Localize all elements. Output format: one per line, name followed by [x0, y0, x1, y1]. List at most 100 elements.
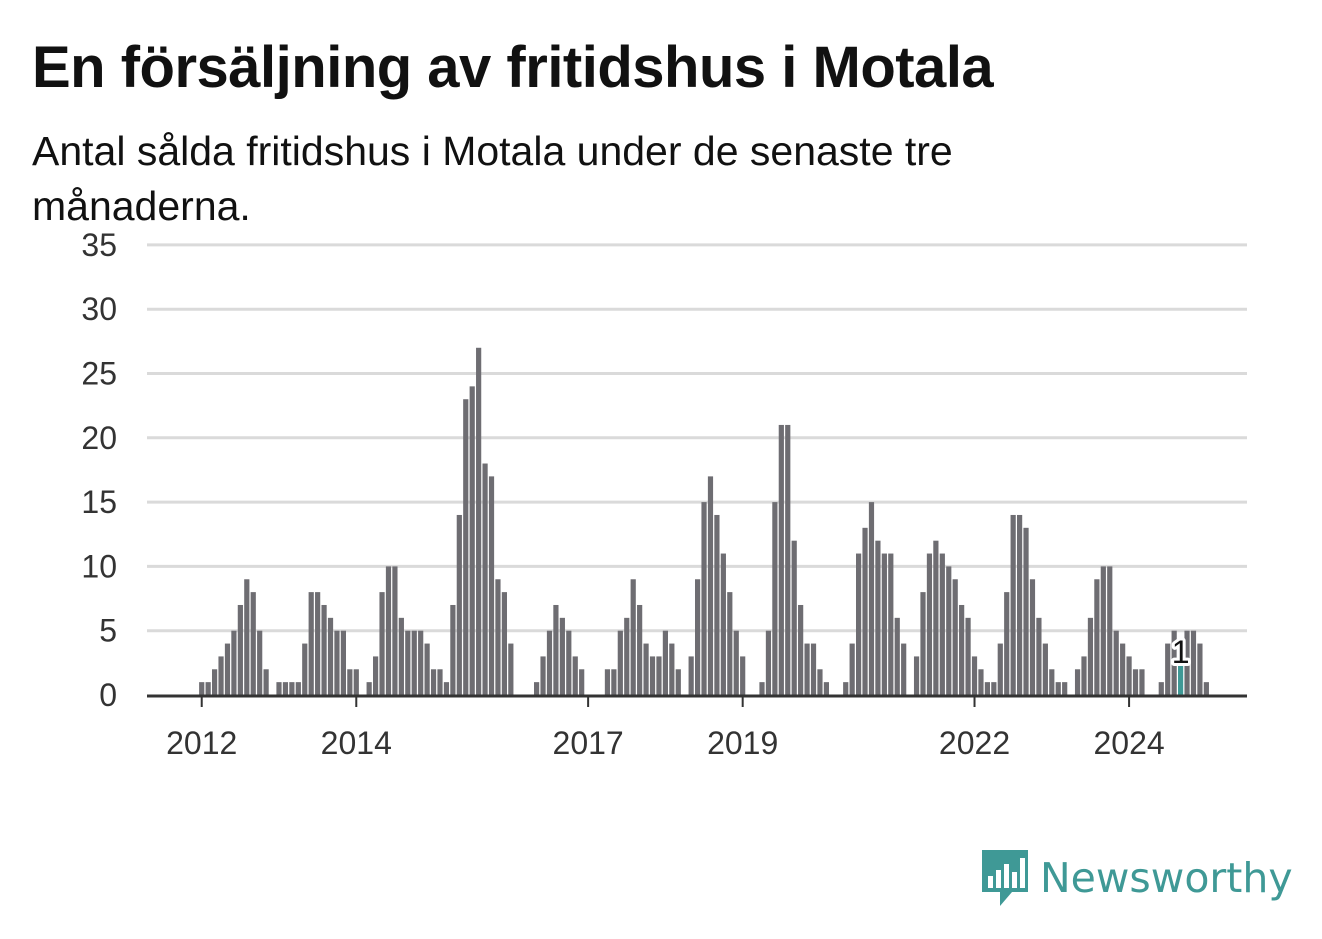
bar [778, 424, 784, 695]
bar [765, 630, 772, 695]
bar [282, 682, 289, 695]
bar [1190, 630, 1197, 695]
bar [875, 540, 881, 695]
bar [946, 566, 952, 695]
bar [868, 502, 875, 695]
bar [611, 669, 617, 695]
bar [540, 656, 546, 695]
bar [785, 424, 791, 695]
bar [456, 514, 462, 695]
bar [546, 630, 553, 695]
bar [1029, 579, 1036, 695]
bar [669, 643, 675, 695]
bar [482, 463, 488, 695]
newsworthy-brand: Newsworthy [980, 848, 1293, 908]
bar [559, 617, 565, 695]
bar [218, 656, 224, 695]
bar [1017, 514, 1023, 695]
bar [315, 592, 321, 695]
y-tick-label: 15 [81, 484, 117, 520]
bar [244, 579, 250, 695]
bar [791, 540, 797, 695]
bar [1165, 643, 1171, 695]
bar [353, 669, 359, 695]
bar [1094, 579, 1100, 695]
bar [424, 643, 430, 695]
bar [1055, 682, 1061, 695]
bar [662, 630, 668, 695]
bar [637, 604, 643, 695]
gridlines [147, 243, 1247, 633]
bar [212, 669, 218, 695]
bar [534, 682, 540, 695]
y-tick-label: 20 [81, 420, 117, 456]
x-tick-label: 2012 [166, 725, 237, 761]
bar [553, 604, 559, 695]
bar [501, 592, 507, 695]
x-tick-label: 2024 [1093, 725, 1164, 761]
bar [1081, 656, 1087, 695]
bar [624, 617, 630, 695]
bar [933, 540, 939, 695]
bar [572, 656, 578, 695]
bar [1004, 592, 1010, 695]
bar [913, 656, 920, 695]
bar [1126, 656, 1132, 695]
bar [733, 630, 739, 695]
bar [1042, 643, 1048, 695]
chart-title: En försäljning av fritidshus i Motala [32, 35, 994, 100]
bar [1087, 617, 1094, 695]
bar [398, 617, 404, 695]
x-tick-label: 2019 [707, 725, 778, 761]
bar [443, 682, 450, 695]
bar [1139, 669, 1145, 695]
bar [688, 656, 694, 695]
bar [695, 579, 701, 695]
highlight-bar [1178, 643, 1184, 695]
bar [373, 656, 379, 695]
bar [843, 682, 849, 695]
bar [1184, 630, 1190, 695]
bar [430, 669, 437, 695]
bar [720, 553, 726, 695]
bar [894, 617, 900, 695]
bar [1010, 514, 1016, 695]
bar [959, 604, 965, 695]
bar [714, 514, 720, 695]
bar [224, 643, 231, 695]
brand-name: Newsworthy [1040, 854, 1293, 902]
bar [997, 643, 1003, 695]
bar [579, 669, 585, 695]
bar [991, 682, 997, 695]
bar [1023, 527, 1029, 695]
bar [604, 669, 611, 695]
bar [1158, 682, 1164, 695]
bar [1120, 643, 1126, 695]
bar [810, 643, 817, 695]
chart-subtitle: Antal sålda fritidshus i Motala under de… [32, 128, 953, 229]
bar [463, 399, 469, 695]
bars [199, 347, 1209, 695]
bar [205, 682, 211, 695]
bar [508, 643, 514, 695]
bar [289, 682, 295, 695]
bar [1049, 669, 1055, 695]
bar [707, 476, 714, 695]
bar [952, 579, 958, 695]
bar [1062, 682, 1068, 695]
bar [321, 604, 327, 695]
bar [798, 604, 804, 695]
bar [817, 669, 823, 695]
bar [1113, 630, 1119, 695]
bar [727, 592, 733, 695]
bar [617, 630, 623, 695]
bar [1036, 617, 1042, 695]
bar [823, 682, 829, 695]
bar [199, 682, 205, 695]
bar [366, 682, 372, 695]
bar [759, 682, 765, 695]
bar [469, 386, 475, 695]
bar [1197, 643, 1203, 695]
y-tick-label: 35 [81, 227, 117, 263]
